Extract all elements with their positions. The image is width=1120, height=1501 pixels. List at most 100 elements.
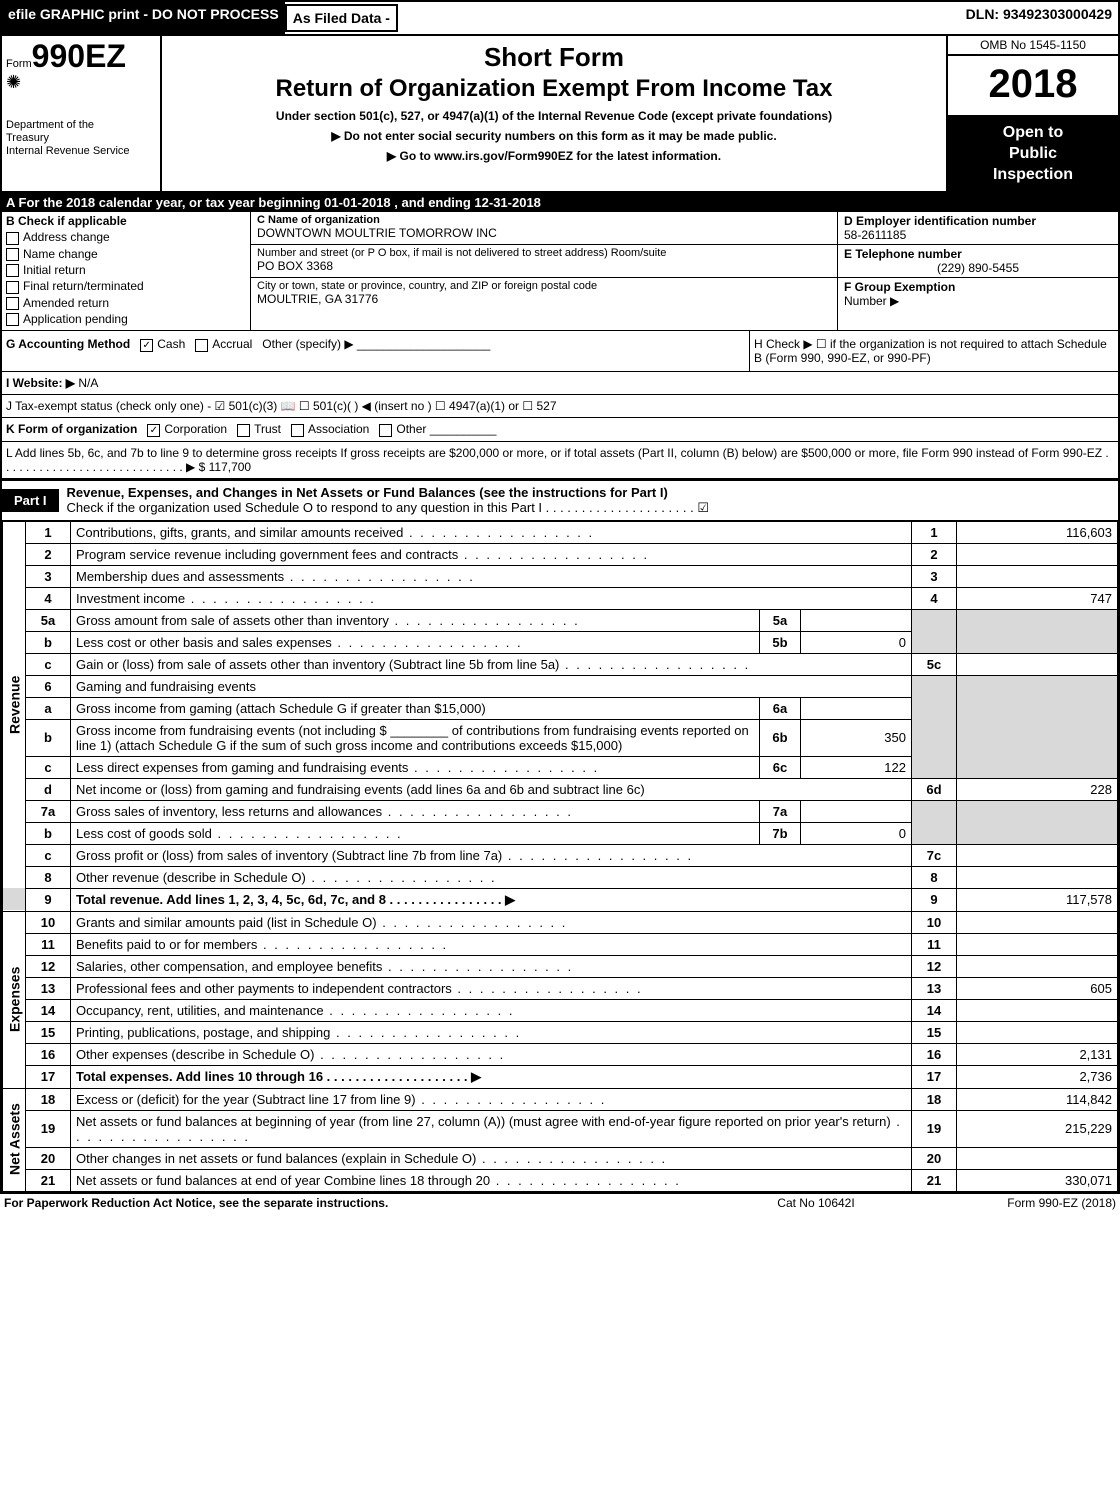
checkbox-trust[interactable] — [237, 424, 250, 437]
netassets-vertical-label: Net Assets — [3, 1088, 26, 1191]
table-row: d Net income or (loss) from gaming and f… — [3, 778, 1118, 800]
line-desc: Program service revenue including govern… — [76, 547, 649, 562]
line-num: 5a — [26, 609, 71, 631]
line-desc: Benefits paid to or for members — [76, 937, 448, 952]
checkbox-cash[interactable]: ✓ — [140, 339, 153, 352]
line-desc: Net assets or fund balances at end of ye… — [76, 1173, 681, 1188]
dept-line-3: Internal Revenue Service — [6, 145, 156, 158]
main-title: Return of Organization Exempt From Incom… — [166, 75, 942, 103]
table-row: 13 Professional fees and other payments … — [3, 977, 1118, 999]
row-l: L Add lines 5b, 6c, and 7b to line 9 to … — [2, 442, 1118, 479]
table-row: 16 Other expenses (describe in Schedule … — [3, 1043, 1118, 1065]
line-desc: Gross profit or (loss) from sales of inv… — [76, 848, 693, 863]
sub-num: 7a — [760, 800, 801, 822]
line-ref: 13 — [912, 977, 957, 999]
efile-label: efile GRAPHIC print - DO NOT PROCESS — [2, 2, 285, 34]
part-1-tab: Part I — [2, 489, 59, 512]
f-label: F Group Exemption — [844, 280, 955, 294]
checkbox-initial-return[interactable] — [6, 264, 19, 277]
goto-line: Go to www.irs.gov/Form990EZ for the late… — [399, 149, 721, 163]
table-row: c Gross profit or (loss) from sales of i… — [3, 844, 1118, 866]
line-desc: Net assets or fund balances at beginning… — [76, 1114, 902, 1144]
dept-line-2: Treasury — [6, 132, 156, 145]
part-1-check-text: Check if the organization used Schedule … — [67, 500, 709, 515]
right-column: OMB No 1545-1150 2018 Open to Public Ins… — [946, 36, 1118, 191]
final-return-label: Final return/terminated — [23, 279, 144, 293]
subtitle: Under section 501(c), 527, or 4947(a)(1)… — [166, 109, 942, 123]
checkbox-address-change[interactable] — [6, 232, 19, 245]
line-num: b — [26, 719, 71, 756]
table-row: 3 Membership dues and assessments 3 — [3, 565, 1118, 587]
line-ref: 3 — [912, 565, 957, 587]
checkbox-corporation[interactable]: ✓ — [147, 424, 160, 437]
line-num: 21 — [26, 1169, 71, 1191]
line-num: 3 — [26, 565, 71, 587]
line-ref: 6d — [912, 778, 957, 800]
line-num: 13 — [26, 977, 71, 999]
line-ref: 20 — [912, 1147, 957, 1169]
checkbox-association[interactable] — [291, 424, 304, 437]
line-desc: Total revenue. Add lines 1, 2, 3, 4, 5c,… — [76, 892, 515, 907]
sub-val: 350 — [801, 719, 912, 756]
line-num: 6 — [26, 675, 71, 697]
checkbox-app-pending[interactable] — [6, 313, 19, 326]
line-amt — [957, 565, 1118, 587]
checkbox-name-change[interactable] — [6, 248, 19, 261]
seal-icon: ✺ — [6, 72, 156, 93]
table-row: 2 Program service revenue including gove… — [3, 543, 1118, 565]
grey-cell — [957, 675, 1118, 778]
checkbox-other[interactable] — [379, 424, 392, 437]
line-amt: 2,131 — [957, 1043, 1118, 1065]
line-num: b — [26, 631, 71, 653]
short-form-title: Short Form — [166, 42, 942, 73]
line-amt: 116,603 — [957, 521, 1118, 543]
line-desc: Printing, publications, postage, and shi… — [76, 1025, 521, 1040]
row-a-calendar-year: A For the 2018 calendar year, or tax yea… — [2, 193, 1118, 212]
checkbox-accrual[interactable] — [195, 339, 208, 352]
line-ref: 5c — [912, 653, 957, 675]
checkbox-amended-return[interactable] — [6, 297, 19, 310]
grey-cell — [957, 609, 1118, 653]
line-num: 19 — [26, 1110, 71, 1147]
c-label: C Name of organization — [257, 214, 831, 226]
other-specify-label: Other (specify) ▶ — [262, 337, 353, 351]
line-ref: 14 — [912, 999, 957, 1021]
trust-label: Trust — [254, 422, 281, 436]
addr-label: Number and street (or P O box, if mail i… — [257, 247, 831, 259]
form-990ez-page: efile GRAPHIC print - DO NOT PROCESS As … — [0, 0, 1120, 1194]
line-desc: Less cost or other basis and sales expen… — [76, 635, 523, 650]
corporation-label: Corporation — [164, 422, 227, 436]
top-bar: efile GRAPHIC print - DO NOT PROCESS As … — [2, 2, 1118, 36]
f-label-2: Number ▶ — [844, 294, 1112, 308]
line-num: 1 — [26, 521, 71, 543]
table-row: Revenue 1 Contributions, gifts, grants, … — [3, 521, 1118, 543]
ein-value: 58-2611185 — [844, 228, 1112, 242]
header-row: Form990EZ ✺ Department of the Treasury I… — [2, 36, 1118, 193]
line-num: 12 — [26, 955, 71, 977]
sub-val: 0 — [801, 631, 912, 653]
checkbox-final-return[interactable] — [6, 281, 19, 294]
sub-val: 0 — [801, 822, 912, 844]
form-prefix: Form — [6, 58, 32, 70]
line-desc: Excess or (deficit) for the year (Subtra… — [76, 1092, 606, 1107]
line-amt: 330,071 — [957, 1169, 1118, 1191]
footer-right: Form 990-EZ (2018) — [916, 1196, 1116, 1210]
line-amt — [957, 866, 1118, 888]
table-row: 8 Other revenue (describe in Schedule O)… — [3, 866, 1118, 888]
line-desc: Contributions, gifts, grants, and simila… — [76, 525, 594, 540]
line-desc: Gross income from gaming (attach Schedul… — [71, 697, 760, 719]
app-pending-label: Application pending — [23, 312, 128, 326]
open-3: Inspection — [950, 165, 1116, 186]
form-box: Form990EZ ✺ Department of the Treasury I… — [2, 36, 162, 191]
table-row: 20 Other changes in net assets or fund b… — [3, 1147, 1118, 1169]
table-row: 15 Printing, publications, postage, and … — [3, 1021, 1118, 1043]
dln-label: DLN: 93492303000429 — [960, 2, 1118, 34]
line-amt — [957, 933, 1118, 955]
line-num: 16 — [26, 1043, 71, 1065]
other-label: Other — [396, 422, 426, 436]
line-desc: Total expenses. Add lines 10 through 16 … — [76, 1069, 481, 1084]
line-desc: Gaming and fundraising events — [71, 675, 912, 697]
initial-return-label: Initial return — [23, 263, 86, 277]
section-bcdef: B Check if applicable Address change Nam… — [2, 212, 1118, 331]
form-number: 990EZ — [32, 38, 126, 74]
